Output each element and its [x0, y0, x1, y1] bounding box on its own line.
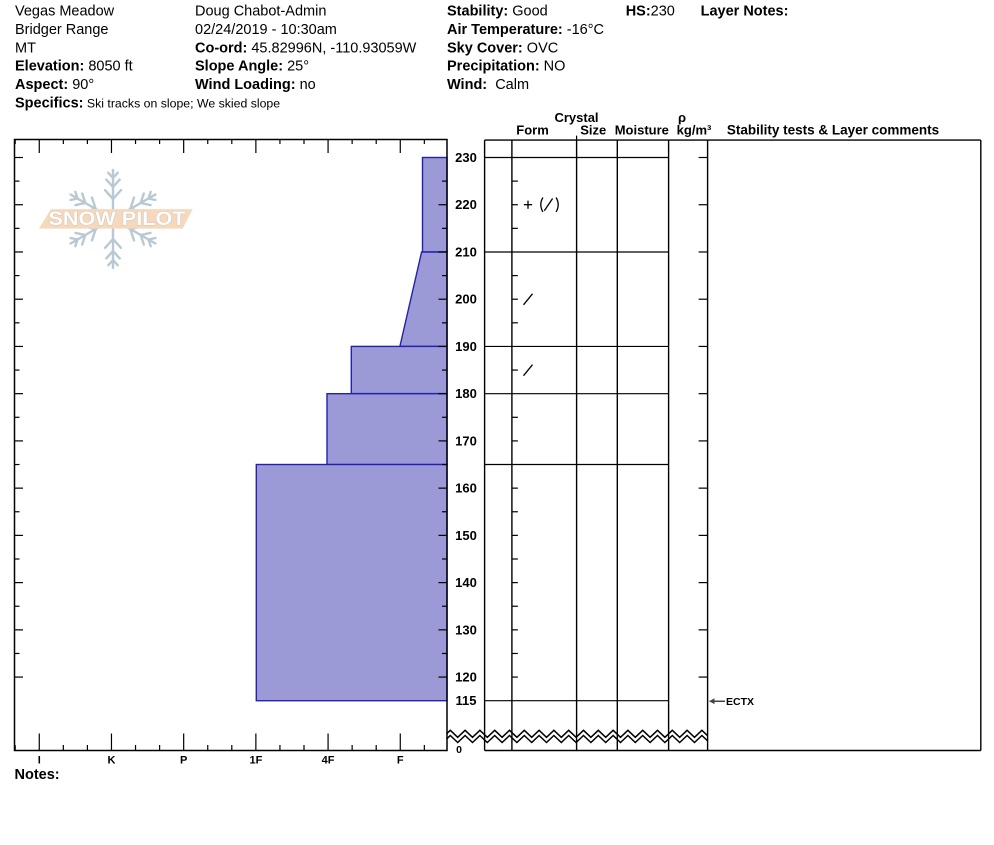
svg-text:I: I [38, 755, 41, 767]
svg-text:Specifics: Ski tracks on slope: Specifics: Ski tracks on slope; We skied… [15, 95, 280, 111]
svg-text:02/24/2019 - 10:30am: 02/24/2019 - 10:30am [195, 22, 337, 38]
svg-text:Size: Size [580, 123, 606, 138]
svg-text:Wind: Calm: Wind: Calm [447, 77, 529, 93]
svg-text:Slope Angle: 25°: Slope Angle: 25° [195, 59, 309, 75]
svg-text:220: 220 [455, 197, 477, 212]
svg-text:Moisture: Moisture [615, 123, 669, 138]
svg-text:Aspect: 90°: Aspect: 90° [15, 77, 94, 93]
svg-text:K: K [108, 755, 116, 767]
svg-text:kg/m³: kg/m³ [677, 123, 712, 138]
svg-text:1F: 1F [249, 755, 262, 767]
svg-text:Sky Cover: OVC: Sky Cover: OVC [447, 40, 558, 56]
svg-text:HS:230: HS:230 [626, 4, 675, 20]
svg-text:0: 0 [456, 744, 462, 756]
svg-text:Precipitation: NO: Precipitation: NO [447, 59, 565, 75]
svg-text:230: 230 [455, 150, 477, 165]
svg-text:P: P [180, 755, 187, 767]
svg-text:Stability: Good: Stability: Good [447, 4, 548, 20]
svg-text:Elevation: 8050 ft: Elevation: 8050 ft [15, 59, 133, 75]
svg-text:Co-ord: 45.82996N, -110.93059W: Co-ord: 45.82996N, -110.93059W [195, 40, 417, 56]
svg-text:140: 140 [455, 575, 477, 590]
svg-text:4F: 4F [322, 755, 335, 767]
svg-text:130: 130 [455, 622, 477, 637]
svg-text:Vegas Meadow: Vegas Meadow [15, 4, 115, 20]
svg-text:210: 210 [455, 245, 477, 260]
svg-text:ρ: ρ [678, 110, 686, 125]
svg-text:120: 120 [455, 670, 477, 685]
svg-text:170: 170 [455, 433, 477, 448]
svg-text:Form: Form [516, 123, 549, 138]
svg-text:Stability tests & Layer commen: Stability tests & Layer comments [727, 123, 939, 138]
svg-text:MT: MT [15, 40, 36, 56]
svg-text:SNOW PILOT: SNOW PILOT [49, 208, 186, 230]
svg-text:115: 115 [456, 693, 477, 708]
svg-text:150: 150 [455, 528, 477, 543]
svg-text:ECTX: ECTX [726, 696, 754, 708]
svg-text:Layer Notes:: Layer Notes: [701, 4, 789, 20]
svg-text:Bridger Range: Bridger Range [15, 22, 109, 38]
svg-text:Crystal: Crystal [554, 110, 598, 125]
svg-text:F: F [397, 755, 404, 767]
svg-text:Air Temperature: -16°C: Air Temperature: -16°C [447, 22, 604, 38]
svg-text:Notes:: Notes: [15, 767, 60, 783]
svg-text:Wind Loading: no: Wind Loading: no [195, 77, 316, 93]
svg-text:190: 190 [455, 339, 477, 354]
svg-text:200: 200 [455, 292, 477, 307]
svg-text:160: 160 [455, 481, 477, 496]
svg-text:Doug Chabot-Admin: Doug Chabot-Admin [195, 4, 326, 20]
svg-text:180: 180 [455, 386, 477, 401]
